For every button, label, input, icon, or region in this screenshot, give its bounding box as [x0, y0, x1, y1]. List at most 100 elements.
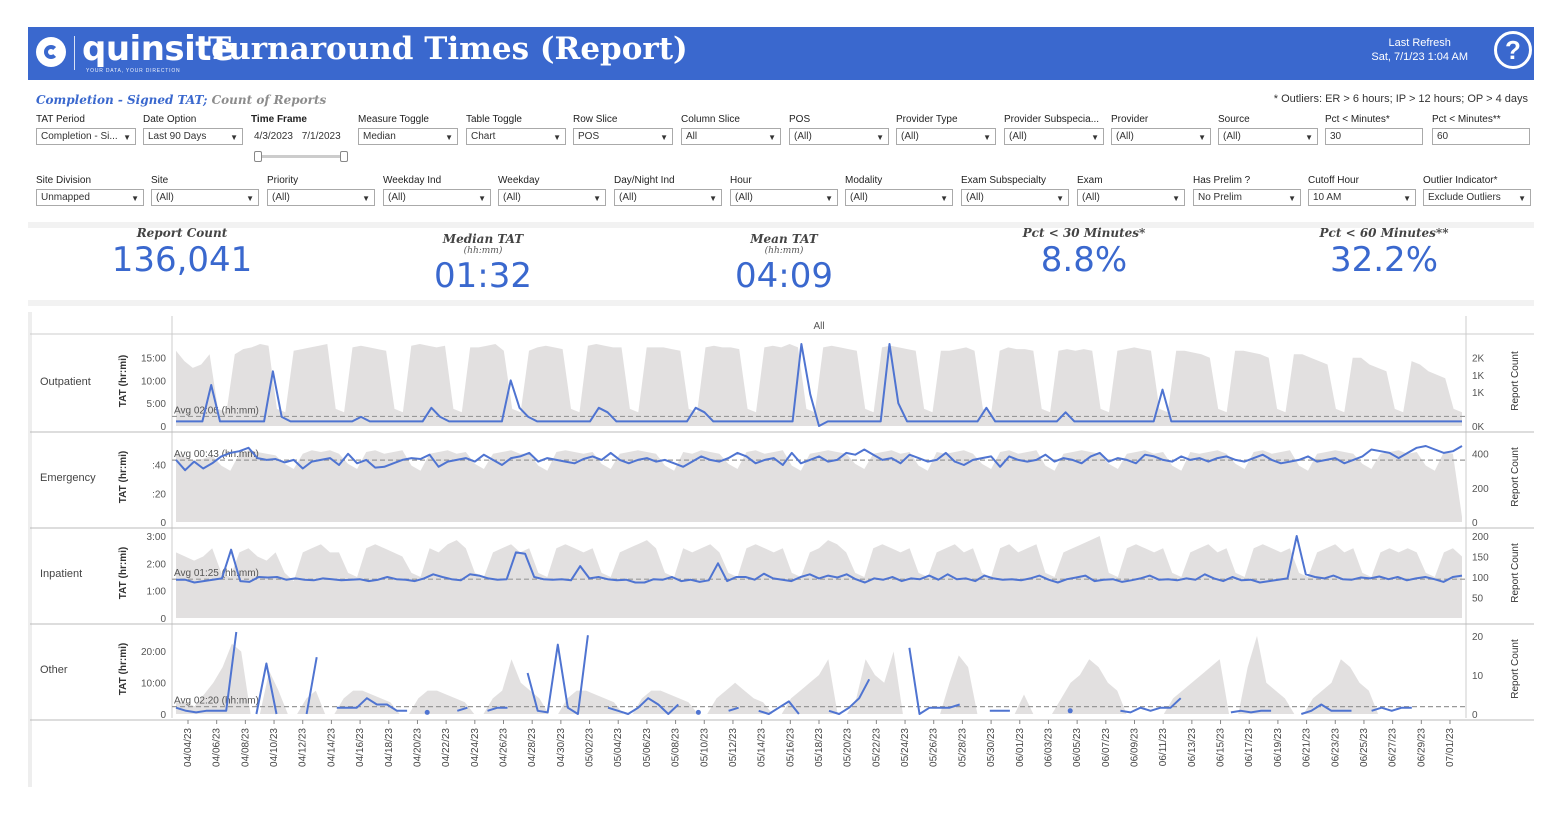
- filter-day-night-ind: Day/Night Ind (All) ▼: [614, 175, 722, 206]
- slider-start-handle[interactable]: [254, 151, 262, 162]
- pct-minutes-1-input[interactable]: 30: [1325, 128, 1423, 145]
- filter-provider-type: Provider Type (All) ▼: [896, 114, 996, 145]
- x-tick-label: 06/25/23: [1359, 728, 1370, 767]
- modality-select[interactable]: (All) ▼: [845, 189, 953, 206]
- x-tick-label: 05/20/23: [843, 728, 854, 767]
- filter-label: Date Option: [143, 114, 197, 125]
- right-axis-title: Report Count: [1510, 639, 1521, 699]
- kpi-pct-30: Pct < 30 Minutes* 8.8%: [934, 226, 1234, 280]
- filter-label: Exam Subspecialty: [961, 175, 1047, 186]
- help-button[interactable]: ?: [1494, 31, 1532, 69]
- row-label-outpatient: Outpatient: [40, 376, 91, 388]
- kpi-report-count: Report Count 136,041: [32, 226, 332, 280]
- x-tick-label: 04/30/23: [556, 728, 567, 767]
- filter-label: Site Division: [36, 175, 92, 186]
- site-division-select[interactable]: Unmapped ▼: [36, 189, 144, 206]
- column-header-label: All: [813, 321, 824, 332]
- right-axis-title: Report Count: [1510, 543, 1521, 603]
- kpi-value: 8.8%: [1040, 240, 1128, 280]
- chevron-down-icon: ▼: [1172, 194, 1180, 203]
- exam-select[interactable]: (All) ▼: [1077, 189, 1185, 206]
- day-night-ind-select[interactable]: (All) ▼: [614, 189, 722, 206]
- weekday-select[interactable]: (All) ▼: [498, 189, 606, 206]
- filter-label: Measure Toggle: [358, 114, 429, 125]
- filter-hour: Hour (All) ▼: [730, 175, 838, 206]
- outlier-indicator-select[interactable]: Exclude Outliers ▼: [1423, 189, 1531, 206]
- slider-end-handle[interactable]: [340, 151, 348, 162]
- pos-select[interactable]: (All) ▼: [789, 128, 889, 145]
- chevron-down-icon: ▼: [131, 194, 139, 203]
- site-select[interactable]: (All) ▼: [151, 189, 259, 206]
- filter-provider-subspecialty: Provider Subspecia... (All) ▼: [1004, 114, 1104, 145]
- provider-select[interactable]: (All) ▼: [1111, 128, 1211, 145]
- hour-select[interactable]: (All) ▼: [730, 189, 838, 206]
- x-tick-label: 04/20/23: [412, 728, 423, 767]
- logo-tagline: YOUR DATA, YOUR DIRECTION: [86, 68, 181, 74]
- has-prelim-select[interactable]: No Prelim ▼: [1193, 189, 1301, 206]
- filter-column-slice: Column Slice All ▼: [681, 114, 781, 145]
- time-frame-slider[interactable]: [258, 155, 344, 158]
- filter-priority: Priority (All) ▼: [267, 175, 375, 206]
- chevron-down-icon: ▼: [1091, 133, 1099, 142]
- chevron-down-icon: ▼: [1288, 194, 1296, 203]
- right-tick-label: 100: [1472, 573, 1489, 584]
- exam-subspecialty-select[interactable]: (All) ▼: [961, 189, 1069, 206]
- kpi-mean-tat: Mean TAT (hh:mm) 04:09: [634, 232, 934, 296]
- right-tick-label: 10: [1472, 671, 1484, 682]
- priority-select[interactable]: (All) ▼: [267, 189, 375, 206]
- provider-subspecialty-select[interactable]: (All) ▼: [1004, 128, 1104, 145]
- cutoff-hour-select[interactable]: 10 AM ▼: [1308, 189, 1416, 206]
- right-axis-title: Report Count: [1510, 351, 1521, 411]
- x-tick-label: 06/09/23: [1130, 728, 1141, 767]
- x-tick-label: 04/06/23: [212, 728, 223, 767]
- measure-toggle-select[interactable]: Median ▼: [358, 128, 458, 145]
- pct-minutes-2-input[interactable]: 60: [1432, 128, 1530, 145]
- tat-line: [758, 700, 800, 715]
- filter-exam: Exam (All) ▼: [1077, 175, 1185, 206]
- filter-pct-minutes-2: Pct < Minutes** 60: [1432, 114, 1530, 145]
- x-tick-label: 05/04/23: [613, 728, 624, 767]
- x-tick-label: 04/26/23: [499, 728, 510, 767]
- tat-line: [176, 343, 1462, 427]
- column-slice-select[interactable]: All ▼: [681, 128, 781, 145]
- chevron-down-icon: ▼: [768, 133, 776, 142]
- x-tick-label: 05/24/23: [900, 728, 911, 767]
- report-count-area: [176, 344, 1462, 426]
- row-slice-select[interactable]: POS ▼: [573, 128, 673, 145]
- x-tick-label: 05/30/23: [986, 728, 997, 767]
- chart-left-border: [28, 312, 32, 787]
- filter-label: Column Slice: [681, 114, 740, 125]
- filter-tat-period: TAT Period Completion - Si... ▼: [36, 114, 136, 145]
- date-option-select[interactable]: Last 90 Days ▼: [143, 128, 243, 145]
- left-tick-label: 0: [160, 518, 166, 529]
- time-frame-start: 4/3/2023: [254, 131, 293, 142]
- left-tick-label: 10:00: [141, 376, 166, 387]
- kpi-unit: (hh:mm): [463, 246, 503, 256]
- left-tick-label: 10:00: [141, 678, 166, 689]
- left-tick-label: 15:00: [141, 354, 166, 365]
- source-select[interactable]: (All) ▼: [1218, 128, 1318, 145]
- x-tick-label: 05/16/23: [785, 728, 796, 767]
- weekday-ind-select[interactable]: (All) ▼: [383, 189, 491, 206]
- tat-chart[interactable]: All Avg 02:06 (hh:mm) Outpatient TAT (hr:mi…: [30, 312, 1534, 792]
- provider-type-select[interactable]: (All) ▼: [896, 128, 996, 145]
- chevron-down-icon: ▼: [1518, 194, 1526, 203]
- chevron-down-icon: ▼: [230, 133, 238, 142]
- left-axis-title: TAT (hr:mi): [118, 451, 129, 503]
- filter-modality: Modality (All) ▼: [845, 175, 953, 206]
- subtitle-measure: Completion - Signed TAT;: [36, 93, 208, 107]
- filter-label: Provider: [1111, 114, 1149, 125]
- right-tick-label: 200: [1472, 484, 1489, 495]
- filter-provider: Provider (All) ▼: [1111, 114, 1211, 145]
- kpi-value: 136,041: [111, 240, 253, 280]
- kpi-label: Report Count: [136, 226, 228, 240]
- table-toggle-select[interactable]: Chart ▼: [466, 128, 566, 145]
- filter-outlier-indicator: Outlier Indicator* Exclude Outliers ▼: [1423, 175, 1531, 206]
- filter-source: Source (All) ▼: [1218, 114, 1318, 145]
- tat-period-select[interactable]: Completion - Si... ▼: [36, 128, 136, 145]
- tat-chart-svg[interactable]: All Avg 02:06 (hh:mm) Outpatient TAT (hr:mi…: [30, 312, 1534, 792]
- chevron-down-icon: ▼: [478, 194, 486, 203]
- x-tick-label: 05/12/23: [728, 728, 739, 767]
- filter-table-toggle: Table Toggle Chart ▼: [466, 114, 566, 145]
- filter-label: Cutoff Hour: [1308, 175, 1359, 186]
